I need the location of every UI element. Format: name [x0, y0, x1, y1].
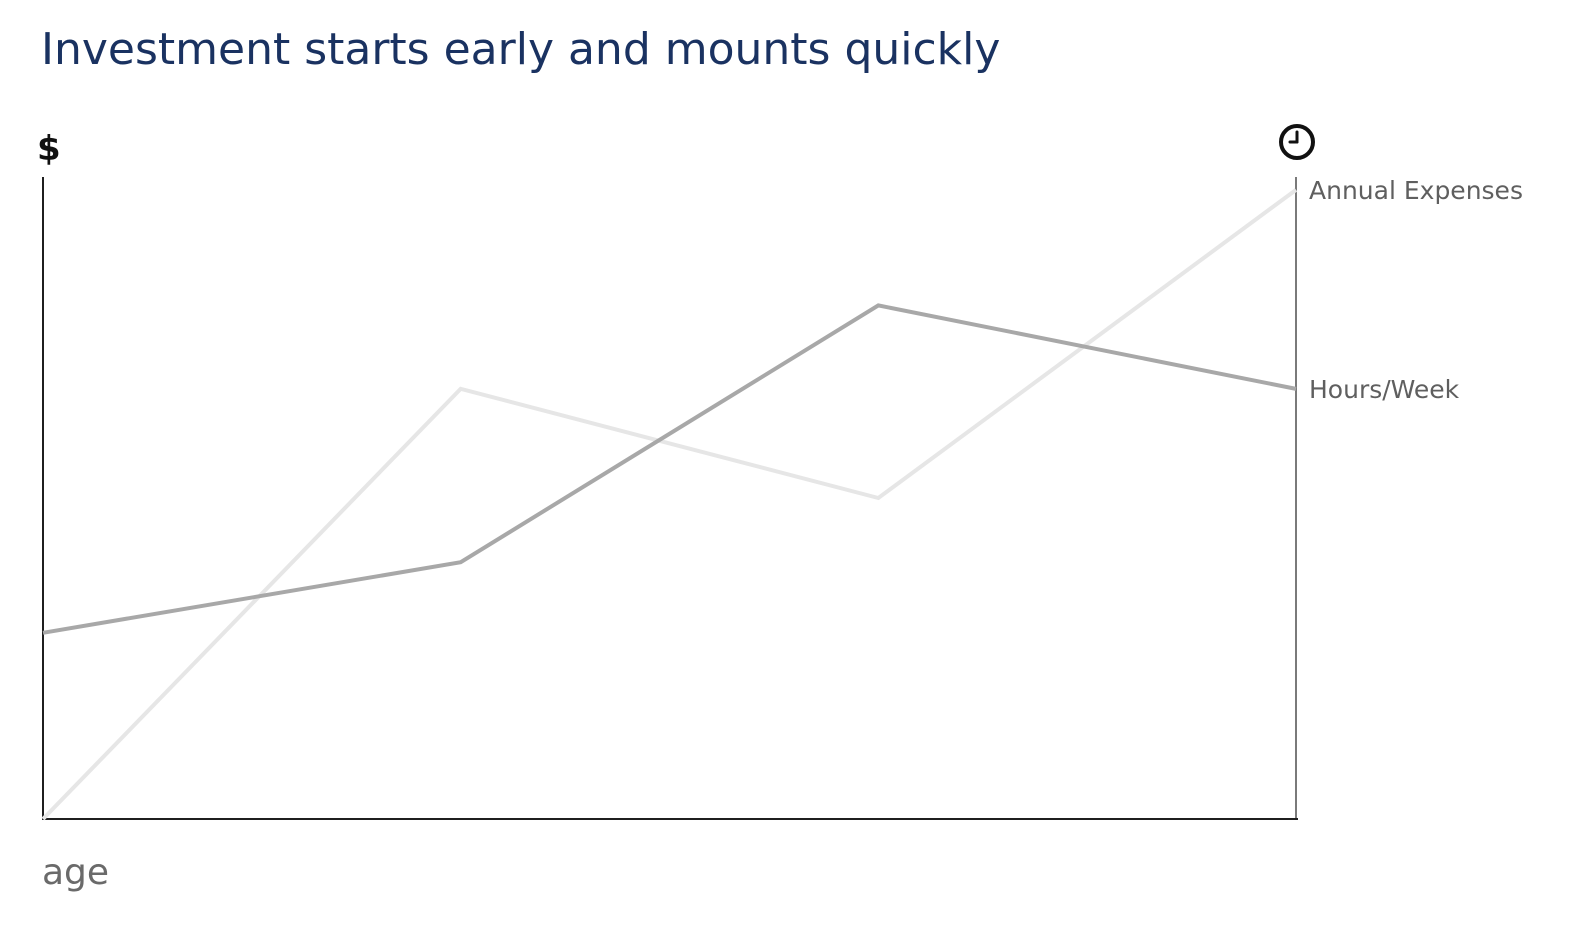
series-label-annual-expenses: Annual Expenses [1309, 176, 1523, 205]
chart-title: Investment starts early and mounts quick… [41, 24, 1001, 75]
clock-icon [1279, 124, 1315, 160]
x-axis-label: age [42, 852, 109, 893]
series-label-hours-week: Hours/Week [1309, 375, 1460, 404]
series-line-hours-week [42, 303, 1297, 635]
series-line-annual-expenses [41, 188, 1298, 821]
series-group [41, 188, 1298, 821]
series-labels: Annual Expenses Hours/Week [1309, 176, 1523, 404]
y-axis-label: $ [37, 129, 61, 169]
